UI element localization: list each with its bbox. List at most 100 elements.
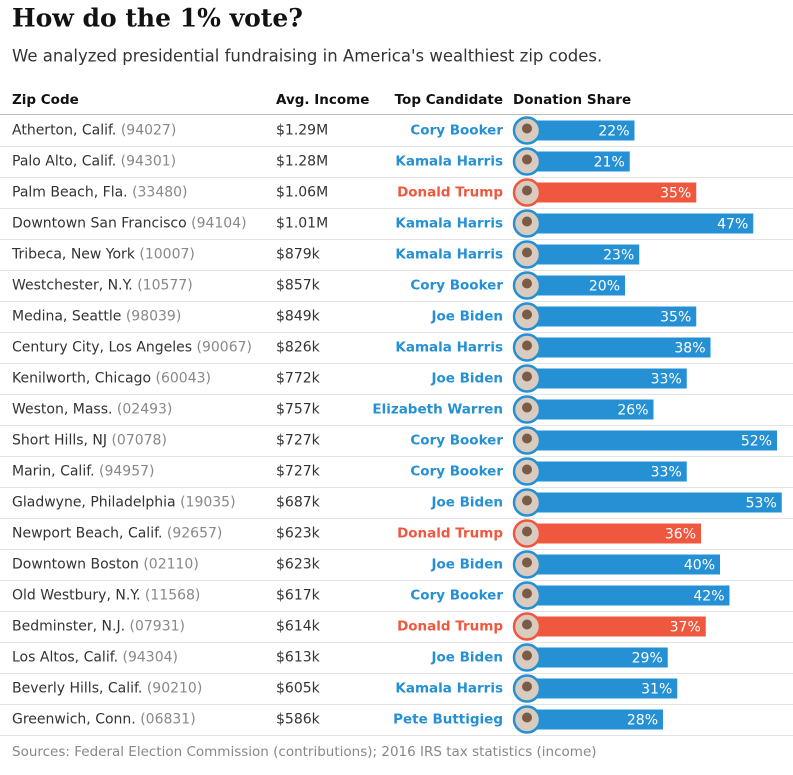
zip-code: (10577) <box>137 278 192 294</box>
candidate: Donald Trump <box>397 619 503 635</box>
place-name: Medina, Seattle <box>12 309 121 325</box>
place: Downtown Boston (02110) <box>12 557 199 573</box>
avatar-head <box>522 278 532 289</box>
place: Short Hills, NJ (07078) <box>12 433 167 449</box>
place-name: Palm Beach, Fla. <box>12 185 128 201</box>
place-name: Weston, Mass. <box>12 402 112 418</box>
income: $613k <box>276 650 321 666</box>
income: $757k <box>276 402 321 418</box>
bar <box>530 523 701 544</box>
place-name: Tribeca, New York <box>11 247 136 263</box>
income: $614k <box>276 619 321 635</box>
place-name: Downtown San Francisco <box>12 216 187 232</box>
place-name: Old Westbury, N.Y. <box>12 588 140 604</box>
avatar-head <box>522 154 532 165</box>
place: Los Altos, Calif. (94304) <box>12 650 178 666</box>
place-name: Greenwich, Conn. <box>12 712 136 728</box>
bar <box>530 492 782 513</box>
title: How do the 1% vote? <box>12 4 303 33</box>
place: Westchester, N.Y. (10577) <box>12 278 193 294</box>
subtitle: We analyzed presidential fundraising in … <box>12 47 602 66</box>
zip-code: (33480) <box>132 185 187 201</box>
bar <box>530 275 625 296</box>
avatar-head <box>522 681 532 692</box>
income: $772k <box>276 371 321 387</box>
column-header: Top Candidate <box>395 92 503 108</box>
zip-code: (98039) <box>126 309 181 325</box>
place-name: Palo Alto, Calif. <box>12 154 116 170</box>
avatar-head <box>522 495 532 506</box>
avatar-head <box>522 371 532 382</box>
share-label: 28% <box>627 713 658 729</box>
bar <box>530 647 668 668</box>
avatar-head <box>522 712 532 723</box>
place: Tribeca, New York (10007) <box>11 247 195 263</box>
bar <box>530 678 678 699</box>
candidate: Cory Booker <box>410 588 503 604</box>
place-name: Newport Beach, Calif. <box>12 526 162 542</box>
share-label: 31% <box>641 682 672 698</box>
candidate: Joe Biden <box>430 371 503 387</box>
zip-code: (19035) <box>180 495 235 511</box>
zip-code: (07931) <box>130 619 185 635</box>
place: Greenwich, Conn. (06831) <box>12 712 196 728</box>
zip-code: (60043) <box>156 371 211 387</box>
avatar-head <box>522 557 532 568</box>
share-label: 40% <box>684 558 715 574</box>
candidate: Cory Booker <box>410 123 503 139</box>
share-label: 52% <box>741 434 772 450</box>
candidate: Cory Booker <box>410 433 503 449</box>
income: $1.06M <box>276 185 328 201</box>
avatar-head <box>522 123 532 134</box>
place: Medina, Seattle (98039) <box>12 309 181 325</box>
bar <box>530 709 663 730</box>
income: $623k <box>276 557 321 573</box>
bar <box>530 306 697 327</box>
share-label: 35% <box>660 310 691 326</box>
income: $727k <box>276 464 321 480</box>
income: $1.28M <box>276 154 328 170</box>
candidate: Kamala Harris <box>395 247 503 263</box>
share-label: 22% <box>598 124 629 140</box>
zip-code: (06831) <box>140 712 195 728</box>
zip-code: (11568) <box>145 588 200 604</box>
place: Downtown San Francisco (94104) <box>12 216 247 232</box>
bar <box>530 151 630 172</box>
share-label: 47% <box>717 217 748 233</box>
candidate: Pete Buttigieg <box>393 712 503 728</box>
bar <box>530 337 711 358</box>
share-label: 21% <box>594 155 625 171</box>
column-header: Donation Share <box>513 92 631 108</box>
income: $605k <box>276 681 321 697</box>
source: Sources: Federal Election Commission (co… <box>12 744 597 760</box>
avatar-head <box>522 309 532 320</box>
share-label: 26% <box>617 403 648 419</box>
bar <box>530 554 720 575</box>
candidate: Kamala Harris <box>395 681 503 697</box>
avatar-head <box>522 402 532 413</box>
candidate: Donald Trump <box>397 526 503 542</box>
zip-code: (94027) <box>121 123 176 139</box>
place: Century City, Los Angeles (90067) <box>12 340 252 356</box>
place-name: Bedminster, N.J. <box>12 619 125 635</box>
income: $857k <box>276 278 321 294</box>
share-label: 37% <box>670 620 701 636</box>
avatar-head <box>522 216 532 227</box>
bar <box>530 616 706 637</box>
place-name: Atherton, Calif. <box>12 123 116 139</box>
place: Bedminster, N.J. (07931) <box>12 619 185 635</box>
avatar-head <box>522 433 532 444</box>
bar <box>530 399 654 420</box>
candidate: Joe Biden <box>430 309 503 325</box>
place-name: Marin, Calif. <box>12 464 95 480</box>
place: Gladwyne, Philadelphia (19035) <box>12 495 236 511</box>
avatar-head <box>522 247 532 258</box>
candidate: Kamala Harris <box>395 154 503 170</box>
share-label: 20% <box>589 279 620 295</box>
avatar-head <box>522 185 532 196</box>
income: $1.29M <box>276 123 328 139</box>
income: $727k <box>276 433 321 449</box>
avatar-head <box>522 619 532 630</box>
place-name: Short Hills, NJ <box>12 433 107 449</box>
place: Old Westbury, N.Y. (11568) <box>12 588 200 604</box>
